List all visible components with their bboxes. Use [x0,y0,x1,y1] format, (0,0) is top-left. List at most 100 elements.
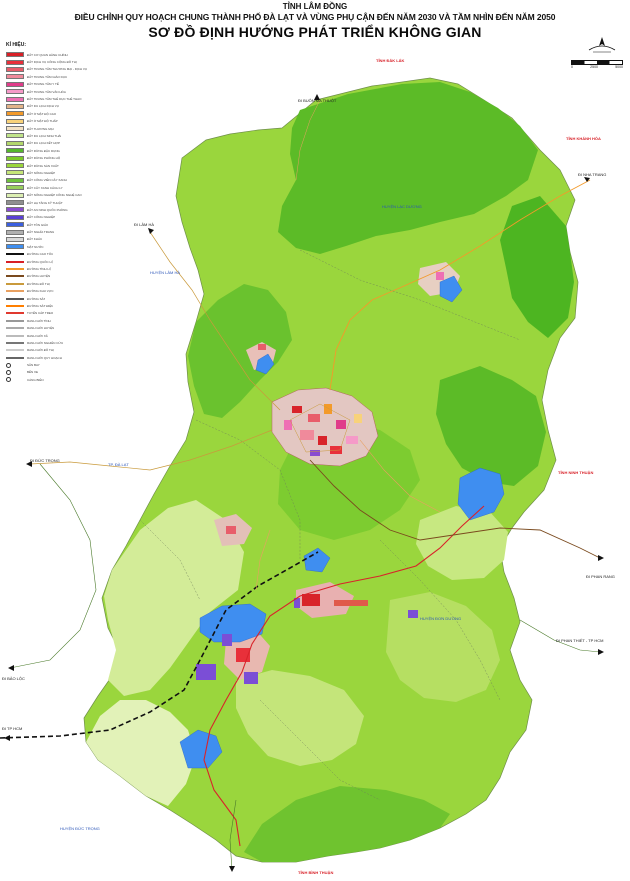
legend-swatch [6,81,24,87]
legend-item: RANH GIỚI ĐÔ THỊ [6,347,118,354]
legend-swatch [6,327,24,330]
legend-label: ĐẤT RỪNG SẢN XUẤT [27,163,59,168]
water-bodies [179,275,505,769]
legend-label: ĐẤT TÔN GIÁO [27,222,49,227]
legend-label: ĐẤT AN NINH QUỐC PHÒNG [27,207,68,212]
legend-swatch [6,260,24,263]
forest-south [244,786,450,862]
legend-label: CẢNG BIỂN [27,377,44,382]
label-to-buon-ma-thuot: ĐI BUÔN MA THUỘT [298,98,337,103]
industrial-blocks [196,598,418,684]
legend-item: RANH GIỚI NGHIÊN CỨU [6,339,118,346]
legend-label: ĐẤT HẠ TẦNG KỸ THUẬT [27,200,63,205]
water-south-lake [179,729,223,769]
legend-item: RANH GIỚI XÃ [6,332,118,339]
label-lam-ha: HUYỆN LÂM HÀ [150,270,181,275]
water-city-lake [255,353,275,375]
legend-item: SÂN BAY [6,361,118,368]
legend-label: TUYẾN CÁP TREO [27,311,54,316]
legend-item: ĐẤT Ở MẬT ĐỘ CAO [6,110,118,117]
legend-label: ĐẤT RỪNG ĐẶC DỤNG [27,148,60,153]
legend-label: ĐẤT DU LỊCH SINH THÁI [27,133,62,138]
arrow-north [314,94,320,100]
provincial-road-north [329,179,591,391]
legend-item: ĐƯỜNG HUYỆN [6,273,118,280]
direction-arrows [4,94,604,872]
legend-item: ĐƯỜNG CAO TỐC [6,251,118,258]
label-don-duong: HUYỆN ĐƠN DƯƠNG [420,616,462,621]
legend-label: ĐẤT THƯƠNG MẠI [27,126,54,131]
legend-swatch [6,59,24,65]
north-arrow-icon [588,37,616,53]
national-road-20 [203,505,485,847]
label-binh-thuan: TỈNH BÌNH THUẬN [298,870,334,875]
legend-item: ĐẤT NÔNG NGHIỆP [6,169,118,176]
legend-item: ĐẤT TRUNG TÂM THƯƠNG MẠI - DỊCH VỤ [6,66,118,73]
label-ninh-thuan: TỈNH NINH THUẬN [558,470,594,475]
legend-swatch [6,275,24,278]
map-subtitle: ĐIỀU CHỈNH QUY HOẠCH CHUNG THÀNH PHỐ ĐÀ … [74,12,556,22]
legend-item: ĐẤT THƯƠNG MẠI [6,125,118,132]
legend-item: RANH GIỚI HUYỆN [6,324,118,331]
road-network [0,99,601,871]
legend: KÍ HIỆU: ĐẤT CƠ QUAN HÀNH CHÍNH ĐẤT DỊCH … [6,42,118,384]
legend-item: ĐẤT NÔNG NGHIỆP CÔNG NGHỆ CAO [6,191,118,198]
legend-item: ĐẤT TÔN GIÁO [6,221,118,228]
legend-swatch [6,89,24,95]
legend-swatch [6,140,24,146]
legend-label: RANH GIỚI ĐÔ THỊ [27,348,54,353]
legend-swatch [6,377,11,383]
road-south [229,799,237,871]
road-northwest [149,231,281,411]
road-inner-3 [255,529,271,591]
legend-label: ĐƯỜNG SẮT ĐIỆN [27,303,54,308]
legend-label: RANH GIỚI TỈNH [27,318,51,323]
legend-item: CẢNG BIỂN [6,376,118,383]
legend-label: ĐƯỜNG QUỐC LỘ [27,259,54,264]
legend-label: ĐƯỜNG ĐÔ THỊ [27,281,50,286]
legend-label: ĐẤT TRUNG TÂM VĂN HÓA [27,89,66,94]
water-north-lake [439,275,463,303]
legend-item: ĐẤT CÂY XANH CÁCH LY [6,184,118,191]
legend-label: ĐƯỜNG HUYỆN [27,274,51,279]
highway [0,551,319,739]
label-to-lam-ha: ĐI LÂM HÀ [134,222,155,227]
legend-item: ĐẤT TRUNG TÂM GIÁO DỤC [6,73,118,80]
label-to-bao-loc: ĐI BẢO LỘC [2,676,25,681]
legend-label: ĐẤT TRUNG TÂM THỂ DỤC THỂ THAO [27,97,82,102]
arrow-west [26,461,32,467]
legend-item: RANH GIỚI QUY HOẠCH [6,354,118,361]
legend-item: TUYẾN CÁP TREO [6,310,118,317]
legend-item: RANH GIỚI TỈNH [6,317,118,324]
legend-swatch [6,253,24,256]
legend-item: ĐƯỜNG ĐÔ THỊ [6,280,118,287]
legend-label: RANH GIỚI XÃ [27,333,48,338]
scale-label-left: 0 [571,65,573,69]
forest-north [278,82,538,254]
legend-item: ĐƯỜNG TỈNH LỘ [6,265,118,272]
legend-swatch [6,290,24,293]
legend-swatch [6,96,24,102]
legend-swatch [6,236,24,242]
label-to-tphcm: ĐI TP HCM [2,726,23,731]
legend-swatch [6,244,24,250]
national-road-27 [309,459,601,559]
legend-label: ĐẤT Ở MẬT ĐỘ THẤP [27,119,58,124]
agriculture-east [416,506,508,580]
legend-swatch [6,52,24,58]
legend-label: ĐƯỜNG CAO TỐC [27,252,54,257]
legend-label: ĐẤT TRUNG TÂM Y TẾ [27,82,59,87]
legend-swatch [6,312,24,315]
arrow-northeast [584,177,590,182]
road-inner-1 [289,403,351,453]
legend-label: ĐƯỜNG KHU VỰC [27,289,54,294]
map-title: SƠ ĐỒ ĐỊNH HƯỚNG PHÁT TRIỂN KHÔNG GIAN [148,24,482,40]
road-west-2 [9,463,97,669]
label-to-nha-trang: ĐI NHA TRANG [578,172,607,177]
legend-item: ĐẤT DỊCH VỤ CÔNG CỘNG ĐÔ THỊ [6,58,118,65]
legend-swatch [6,349,24,352]
water-center-lake [303,547,331,573]
legend-swatch [6,297,24,300]
legend-item: ĐẤT DU LỊCH SINH THÁI [6,132,118,139]
